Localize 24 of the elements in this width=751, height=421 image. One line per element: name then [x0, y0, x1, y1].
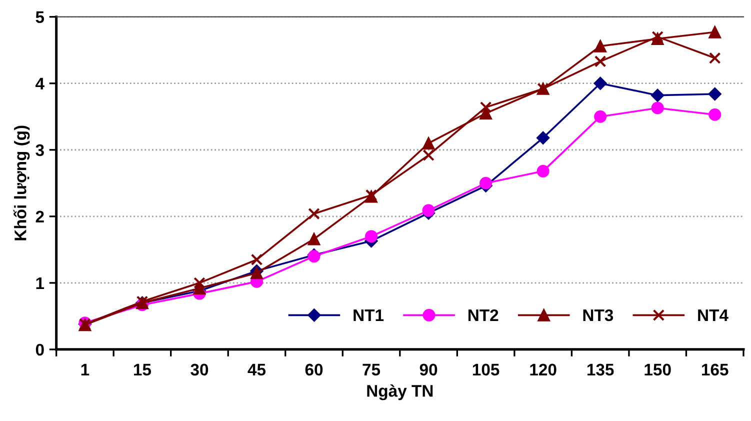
x-tick-label: 30 — [190, 364, 208, 376]
x-tick-label: 135 — [587, 364, 614, 376]
y-tick-label: 4 — [36, 78, 44, 90]
x-tick-label: 105 — [472, 364, 500, 376]
x-tick-label: 120 — [530, 364, 556, 376]
legend-label: NT2 — [468, 309, 498, 321]
y-tick-label: 2 — [36, 210, 44, 222]
x-tick-label: 15 — [134, 364, 152, 376]
y-tick-label: 5 — [36, 11, 44, 24]
x-axis-title: Ngày TN — [367, 384, 433, 400]
x-tick-label: 150 — [644, 364, 671, 376]
x-tick-label: 60 — [305, 364, 323, 376]
x-tick-label: 165 — [702, 364, 728, 376]
x-tick-label: 1 — [81, 364, 90, 376]
x-tick-label: 45 — [248, 364, 266, 376]
x-tick-label: 90 — [420, 364, 438, 376]
y-tick-label: 1 — [36, 277, 44, 289]
y-axis-title: Khối lượng (g) — [13, 126, 30, 240]
legend-label: NT1 — [354, 310, 384, 321]
legend-label: NT3 — [583, 309, 614, 322]
y-tick-label: 3 — [36, 144, 44, 156]
y-tick-label: 0 — [36, 344, 44, 356]
x-tick-label: 75 — [362, 364, 380, 376]
legend-label: NT4 — [698, 310, 728, 321]
